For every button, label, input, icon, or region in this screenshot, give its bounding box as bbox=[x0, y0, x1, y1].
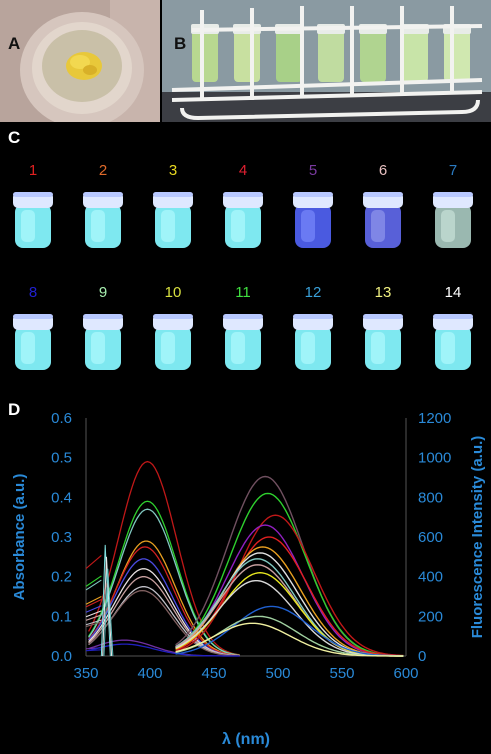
vial-10 bbox=[153, 314, 193, 370]
y-right-tick-label: 600 bbox=[418, 529, 443, 546]
vial-4 bbox=[223, 192, 263, 248]
fluorescence-series-2 bbox=[175, 492, 404, 657]
y-left-tick-label: 0.0 bbox=[51, 648, 72, 665]
vial-number-6: 6 bbox=[378, 162, 388, 179]
rack-vial bbox=[276, 30, 302, 82]
panel-a-photo: A bbox=[0, 0, 160, 122]
excitation-spike-2 bbox=[102, 556, 113, 657]
panel-c-label: C bbox=[8, 128, 21, 147]
vial-5 bbox=[293, 192, 333, 248]
panel-d-label: D bbox=[8, 400, 21, 419]
vial-8 bbox=[13, 314, 53, 370]
vial-12 bbox=[293, 314, 333, 370]
absorbance-shoulder-3 bbox=[85, 579, 102, 591]
vial-6 bbox=[363, 192, 403, 248]
absorbance-series-1 bbox=[88, 460, 240, 656]
x-tick-label: 400 bbox=[137, 665, 162, 682]
panel-b-label: B bbox=[174, 34, 187, 53]
vial-number-2: 2 bbox=[98, 162, 108, 179]
x-tick-label: 450 bbox=[201, 665, 226, 682]
absorbance-shoulder-1 bbox=[85, 554, 102, 569]
vial-number-10: 10 bbox=[164, 284, 182, 301]
excitation-spike-1 bbox=[100, 544, 111, 657]
fluorescence-series-14 bbox=[175, 622, 404, 657]
absorbance-series-10 bbox=[88, 589, 240, 657]
vial-number-5: 5 bbox=[308, 162, 318, 179]
vial-13 bbox=[363, 314, 403, 370]
y-right-tick-label: 0 bbox=[418, 648, 426, 665]
x-tick-label: 500 bbox=[265, 665, 290, 682]
y-left-tick-label: 0.5 bbox=[51, 450, 72, 467]
vial-7 bbox=[433, 192, 473, 248]
rack-vial bbox=[318, 30, 344, 82]
vial-number-3: 3 bbox=[168, 162, 178, 179]
excitation-spike-3 bbox=[103, 568, 114, 657]
vial-number-4: 4 bbox=[238, 162, 248, 179]
spectra-chart-svg: 350 400 450 500 550 600 0.0 0.1 0.2 0.3 0.4 0.5 0.6 0… bbox=[11, 410, 486, 748]
panel-a-label: A bbox=[8, 34, 21, 53]
fluorescence-series-12 bbox=[175, 605, 404, 657]
y-left-tick-label: 0.2 bbox=[51, 569, 72, 586]
y-left-tick-label: 0.3 bbox=[51, 529, 72, 546]
panel-c-fluorescence-vials: C 1 2 3 4 5 6 7 8 9 10 11 12 13 14 bbox=[0, 124, 491, 396]
y-right-tick-label: 1000 bbox=[418, 450, 451, 467]
absorbance-shoulder-9 bbox=[85, 619, 102, 626]
y-left-axis-label: Absorbance (a.u.) bbox=[11, 474, 28, 601]
absorbance-series-3 bbox=[88, 508, 240, 656]
vial-number-8: 8 bbox=[28, 284, 38, 301]
x-axis-label: λ (nm) bbox=[222, 731, 270, 748]
absorbance-shoulder-6 bbox=[85, 605, 102, 613]
y-right-tick-label: 1200 bbox=[418, 410, 451, 427]
y-left-tick-label: 0.4 bbox=[51, 489, 72, 506]
vial-2 bbox=[83, 192, 123, 248]
x-tick-label: 550 bbox=[329, 665, 354, 682]
rack-vial bbox=[234, 30, 260, 82]
vial-number-12: 12 bbox=[304, 284, 322, 301]
vial-number-14: 14 bbox=[444, 284, 462, 301]
absorbance-shoulder-8 bbox=[85, 614, 102, 621]
absorbance-shoulder-10 bbox=[85, 621, 102, 628]
y-right-axis-label: Fluorescence Intensity (a.u.) bbox=[469, 436, 486, 639]
rack-vial bbox=[192, 30, 218, 82]
vial-11 bbox=[223, 314, 263, 370]
fluorescence-series-3 bbox=[175, 514, 404, 657]
absorbance-series-12 bbox=[88, 643, 240, 657]
panel-d-spectra-chart: 350 400 450 500 550 600 0.0 0.1 0.2 0.3 0.4 0.5 0.6 0… bbox=[0, 398, 491, 754]
y-right-tick-label: 200 bbox=[418, 608, 443, 625]
rack-vial bbox=[402, 30, 428, 82]
absorbance-shoulder-2 bbox=[85, 575, 102, 587]
y-right-tick-label: 800 bbox=[418, 489, 443, 506]
panel-b-photo: B bbox=[162, 0, 491, 122]
vial-number-7: 7 bbox=[448, 162, 458, 179]
y-right-tick-label: 400 bbox=[418, 569, 443, 586]
fluorescence-series-1 bbox=[175, 475, 404, 657]
vial-number-11: 11 bbox=[235, 284, 251, 301]
absorbance-shoulder-7 bbox=[85, 610, 102, 618]
x-tick-label: 600 bbox=[393, 665, 418, 682]
absorbance-series-5 bbox=[88, 546, 240, 657]
vial-1 bbox=[13, 192, 53, 248]
vial-number-13: 13 bbox=[374, 284, 392, 301]
vial-14 bbox=[433, 314, 473, 370]
absorbance-shoulder-4 bbox=[85, 595, 102, 605]
y-left-tick-label: 0.1 bbox=[51, 608, 72, 625]
rack-vial bbox=[360, 30, 386, 82]
vial-9 bbox=[83, 314, 123, 370]
absorbance-shoulder-5 bbox=[85, 599, 102, 608]
rack-vial bbox=[444, 30, 470, 82]
powder-dish-image bbox=[0, 0, 160, 122]
y-left-tick-label: 0.6 bbox=[51, 410, 72, 427]
vial-rack-image bbox=[162, 0, 491, 122]
vial-3 bbox=[153, 192, 193, 248]
x-tick-label: 350 bbox=[73, 665, 98, 682]
vial-number-1: 1 bbox=[28, 162, 38, 179]
vial-number-9: 9 bbox=[98, 284, 108, 301]
absorbance-shoulder-12 bbox=[85, 649, 102, 652]
